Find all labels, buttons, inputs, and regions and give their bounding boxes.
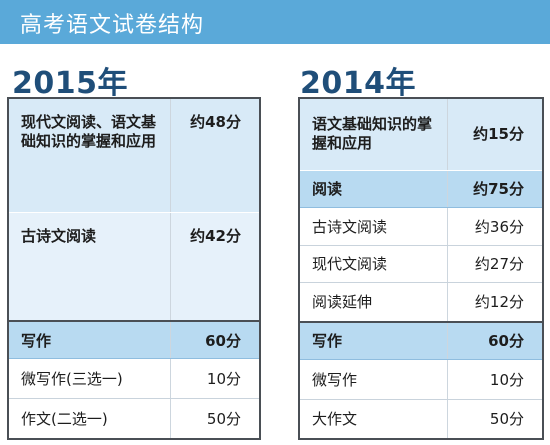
section-score: 60分 xyxy=(447,321,544,360)
table-row: 写作 60分 xyxy=(299,321,544,360)
section-score: 约36分 xyxy=(447,207,544,246)
table-row: 现代文阅读、语文基础知识的掌握和应用 约48分 xyxy=(8,98,261,214)
section-name: 微写作 xyxy=(299,359,448,400)
table-row: 古诗文阅读 约42分 xyxy=(8,212,261,322)
title-banner: 高考语文试卷结构 xyxy=(0,0,550,44)
section-score: 50分 xyxy=(447,399,544,439)
year-2014-heading: 2014年 xyxy=(300,66,416,101)
table-row: 写作 60分 xyxy=(8,320,261,360)
section-score: 10分 xyxy=(447,359,544,400)
section-score: 约75分 xyxy=(447,169,544,208)
section-score: 约15分 xyxy=(447,98,544,171)
section-name: 语文基础知识的掌握和应用 xyxy=(299,98,448,171)
section-name: 写作 xyxy=(8,320,171,360)
section-name: 阅读延伸 xyxy=(299,282,448,323)
table-row: 微写作(三选一) 10分 xyxy=(8,358,261,400)
table-row: 阅读延伸 约12分 xyxy=(299,282,544,323)
table-row: 现代文阅读 约27分 xyxy=(299,245,544,283)
table-row: 作文(二选一) 50分 xyxy=(8,398,261,439)
section-score: 60分 xyxy=(170,320,261,360)
section-name: 现代文阅读 xyxy=(299,245,448,283)
section-name: 古诗文阅读 xyxy=(299,207,448,246)
section-score: 约12分 xyxy=(447,282,544,323)
section-name: 古诗文阅读 xyxy=(8,212,171,322)
section-score: 约48分 xyxy=(170,98,261,214)
section-score: 约42分 xyxy=(170,212,261,322)
section-name: 作文(二选一) xyxy=(8,398,171,439)
section-name: 阅读 xyxy=(299,169,448,208)
section-name: 现代文阅读、语文基础知识的掌握和应用 xyxy=(8,98,171,214)
section-name: 微写作(三选一) xyxy=(8,358,171,400)
section-name: 写作 xyxy=(299,321,448,360)
table-row: 微写作 10分 xyxy=(299,359,544,400)
exam-structure-2015-table: 现代文阅读、语文基础知识的掌握和应用 约48分 古诗文阅读 约42分 写作 60… xyxy=(7,97,261,440)
section-name: 大作文 xyxy=(299,399,448,439)
exam-structure-2014-table: 语文基础知识的掌握和应用 约15分 阅读 约75分 古诗文阅读 约36分 现代文… xyxy=(298,97,544,440)
page-title: 高考语文试卷结构 xyxy=(20,13,205,38)
year-2015-heading: 2015年 xyxy=(12,66,128,101)
table-row: 阅读 约75分 xyxy=(299,169,544,208)
section-score: 50分 xyxy=(170,398,261,439)
table-row: 大作文 50分 xyxy=(299,399,544,439)
section-score: 10分 xyxy=(170,358,261,400)
table-row: 语文基础知识的掌握和应用 约15分 xyxy=(299,98,544,171)
section-score: 约27分 xyxy=(447,245,544,283)
table-row: 古诗文阅读 约36分 xyxy=(299,207,544,246)
